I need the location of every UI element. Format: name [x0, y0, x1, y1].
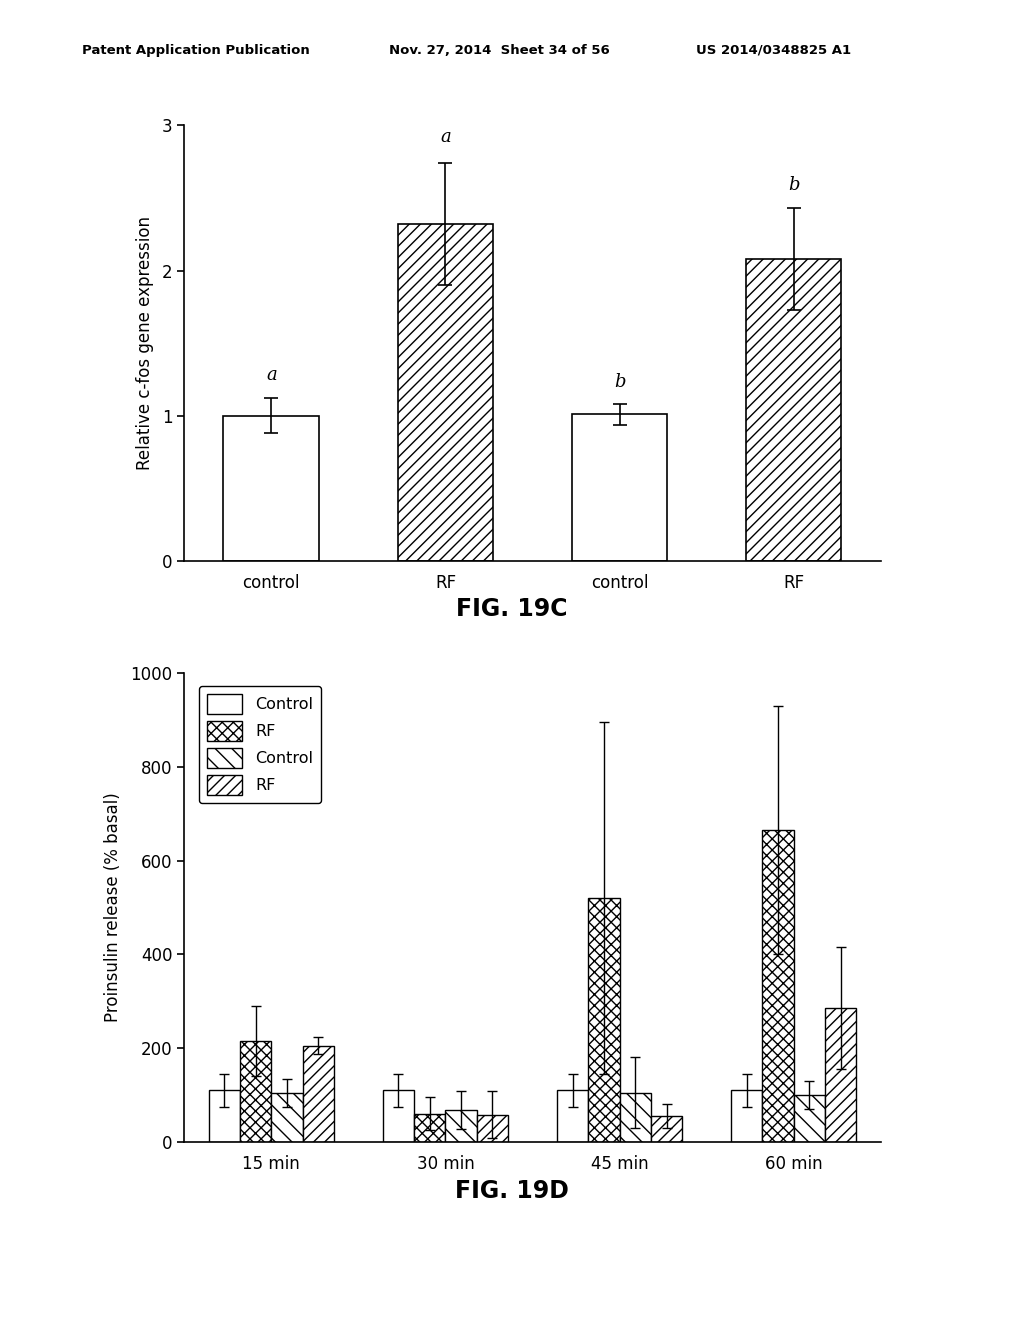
- Text: FIG. 19D: FIG. 19D: [455, 1179, 569, 1203]
- Bar: [620, 1093, 651, 1142]
- Text: Patent Application Publication: Patent Application Publication: [82, 44, 309, 57]
- Text: US 2014/0348825 A1: US 2014/0348825 A1: [696, 44, 851, 57]
- Bar: [240, 1041, 271, 1142]
- Text: FIG. 19C: FIG. 19C: [457, 597, 567, 620]
- Bar: [477, 1114, 508, 1142]
- Bar: [571, 414, 668, 561]
- Bar: [745, 259, 842, 561]
- Legend: Control, RF, Control, RF: Control, RF, Control, RF: [200, 686, 322, 803]
- Bar: [794, 1096, 825, 1142]
- Bar: [303, 1045, 334, 1142]
- Y-axis label: Relative c-fos gene expression: Relative c-fos gene expression: [135, 216, 154, 470]
- Text: a: a: [266, 366, 276, 384]
- Bar: [731, 1090, 762, 1142]
- Bar: [445, 1110, 477, 1142]
- Bar: [397, 224, 494, 561]
- Bar: [383, 1090, 414, 1142]
- Text: b: b: [787, 176, 800, 194]
- Text: b: b: [613, 374, 626, 391]
- Y-axis label: Proinsulin release (% basal): Proinsulin release (% basal): [104, 792, 122, 1023]
- Text: Nov. 27, 2014  Sheet 34 of 56: Nov. 27, 2014 Sheet 34 of 56: [389, 44, 610, 57]
- Bar: [557, 1090, 588, 1142]
- Bar: [271, 1093, 303, 1142]
- Bar: [414, 1114, 445, 1142]
- Text: a: a: [440, 128, 451, 145]
- Bar: [651, 1115, 682, 1142]
- Bar: [223, 416, 319, 561]
- Bar: [762, 830, 794, 1142]
- Bar: [588, 898, 620, 1142]
- Bar: [825, 1008, 856, 1142]
- Bar: [209, 1090, 240, 1142]
